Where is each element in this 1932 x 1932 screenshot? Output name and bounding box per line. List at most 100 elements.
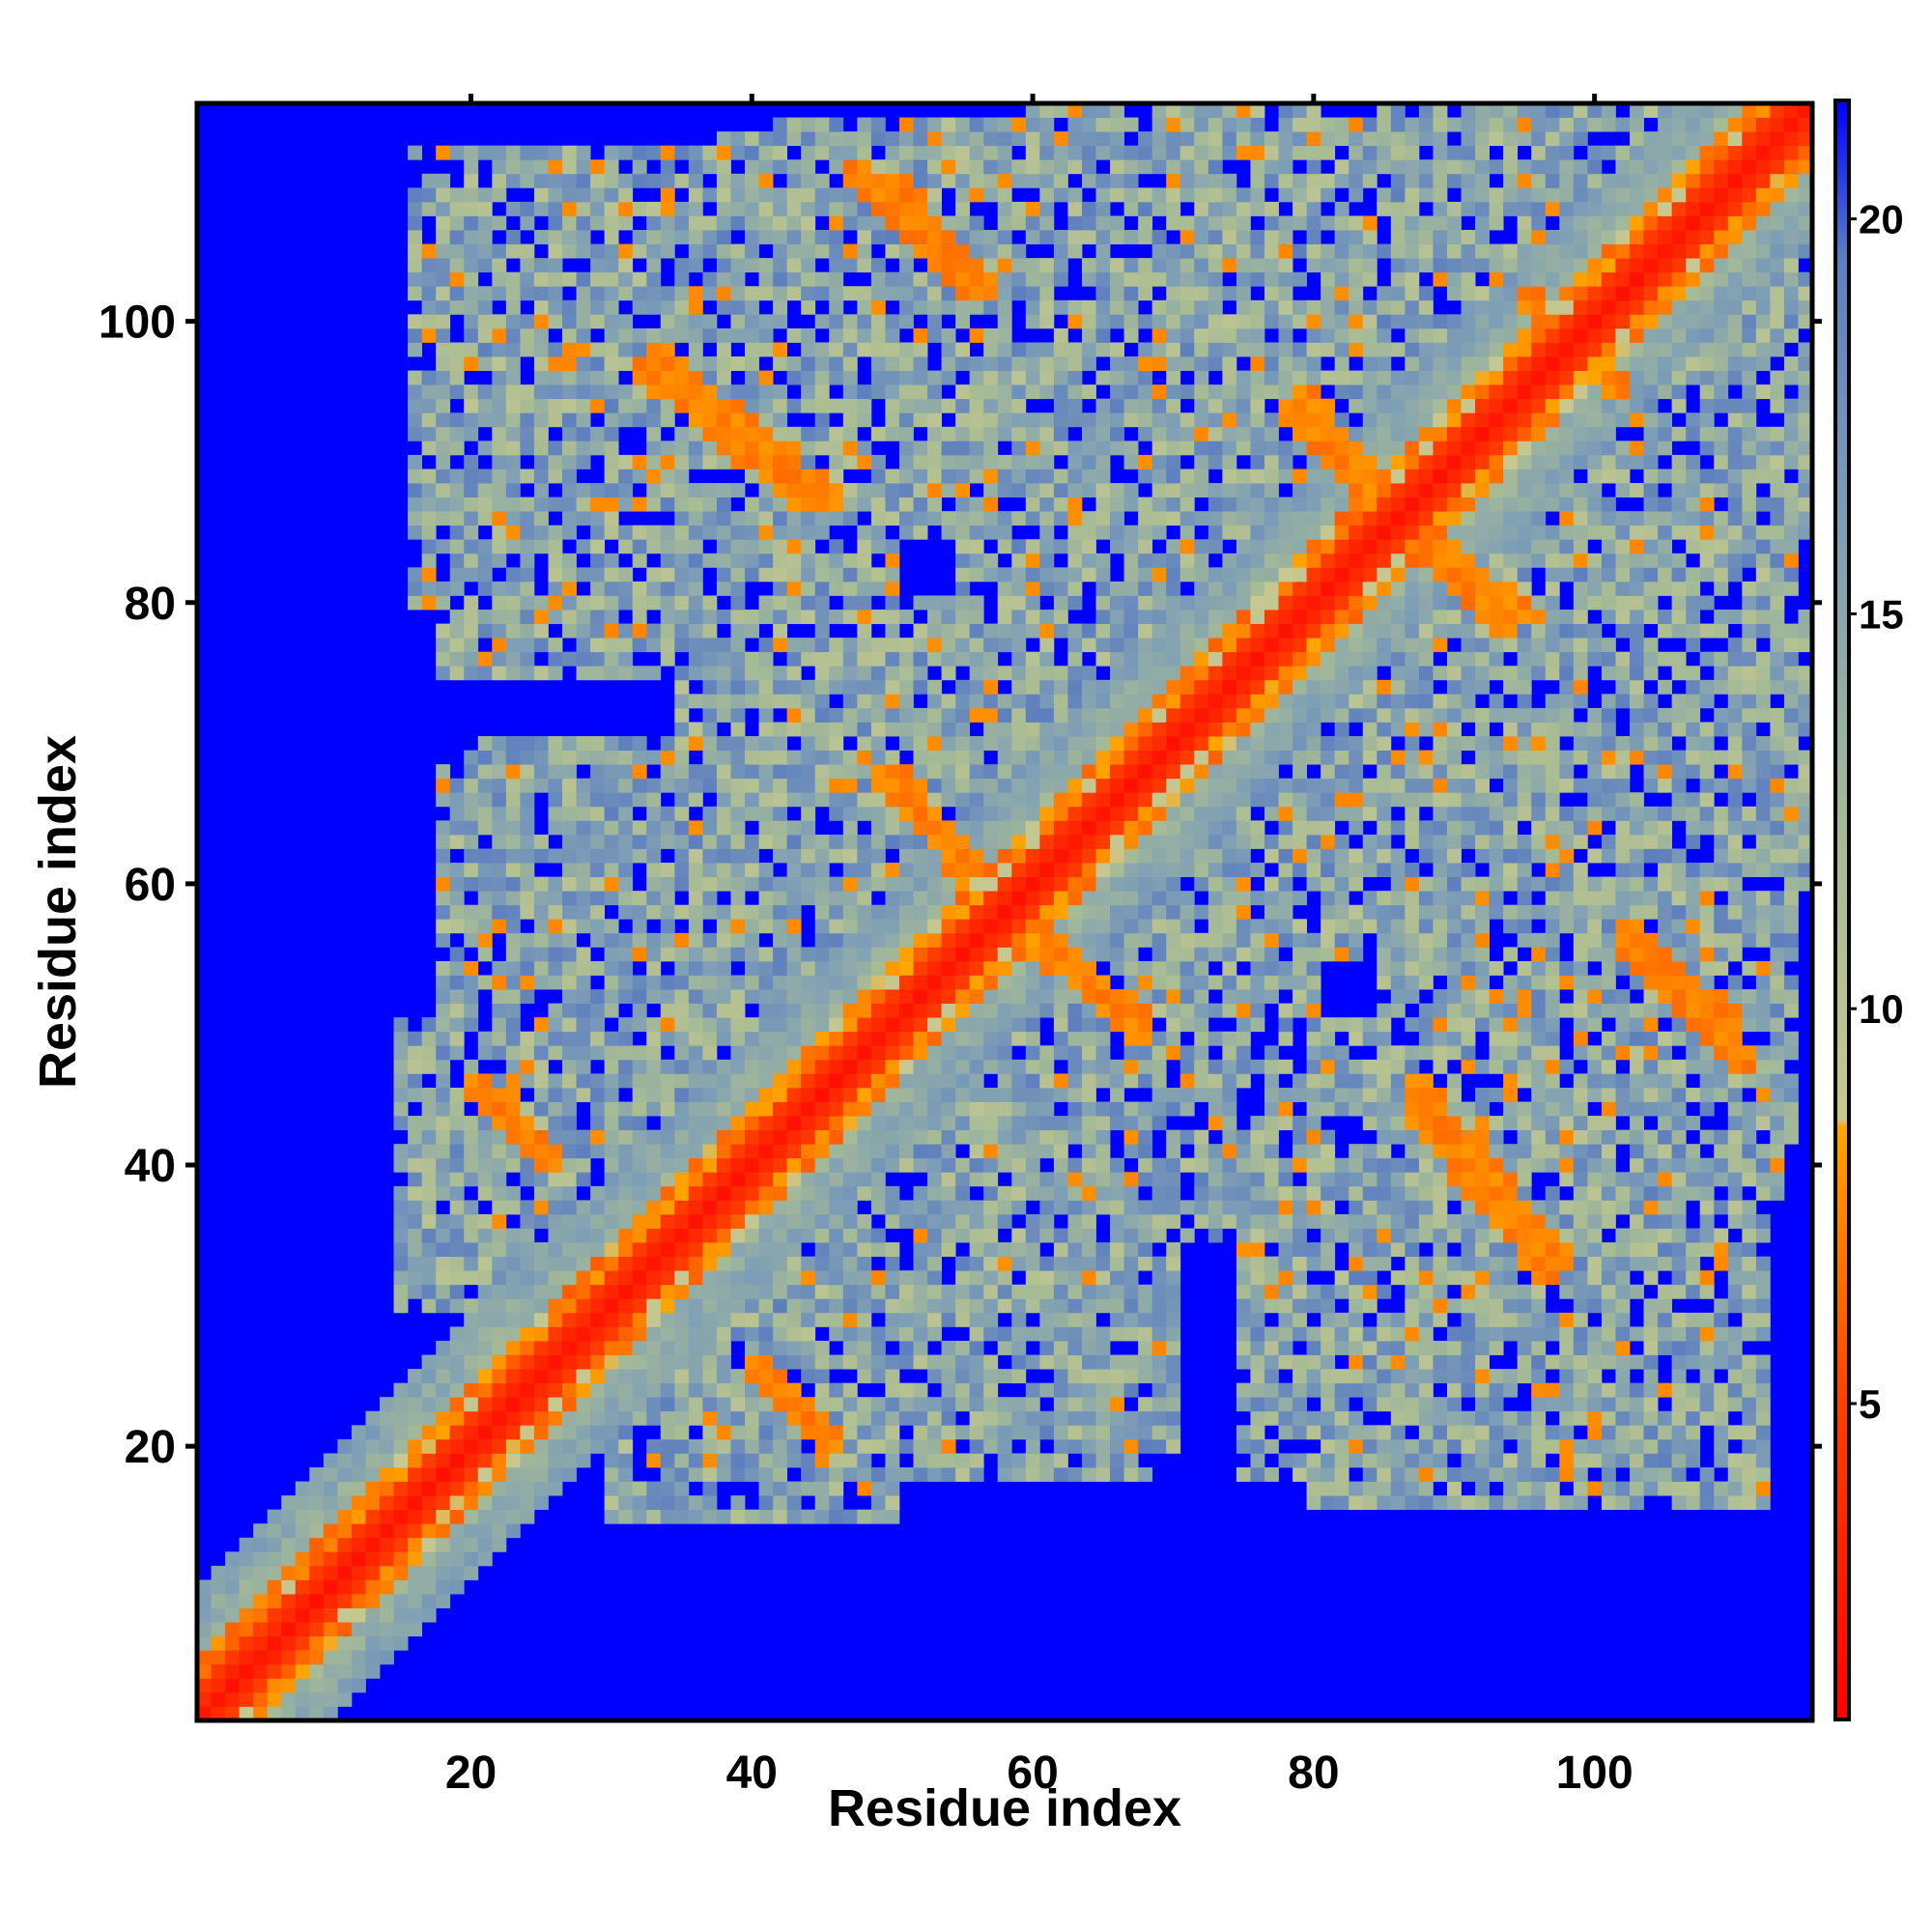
heatmap-cell <box>688 1059 703 1074</box>
heatmap-cell <box>688 1045 703 1061</box>
heatmap-cell <box>660 595 675 611</box>
heatmap-cell <box>983 525 999 540</box>
heatmap-cell <box>520 426 535 441</box>
heatmap-cell <box>898 1410 914 1426</box>
heatmap-cell <box>927 159 942 175</box>
heatmap-cell <box>913 117 928 132</box>
heatmap-cell <box>1067 806 1083 821</box>
heatmap-cell <box>604 370 619 385</box>
heatmap-cell <box>829 398 844 413</box>
heatmap-cell <box>1095 1157 1111 1173</box>
heatmap-cell <box>730 1425 746 1440</box>
heatmap-cell <box>1110 1073 1124 1089</box>
heatmap-cell <box>927 989 942 1005</box>
heatmap-cell <box>983 145 999 160</box>
heatmap-cell <box>520 159 535 175</box>
heatmap-cell <box>913 960 928 976</box>
heatmap-cell <box>477 145 493 160</box>
heatmap-cell <box>646 271 662 287</box>
heatmap-cell <box>477 904 493 920</box>
heatmap-cell <box>1053 342 1068 357</box>
heatmap-cell <box>1123 1242 1139 1258</box>
heatmap-cell <box>548 638 563 653</box>
heatmap-cell <box>913 1425 928 1440</box>
heatmap-cell <box>801 876 816 892</box>
heatmap-cell <box>842 483 858 497</box>
heatmap-cell <box>618 1369 634 1384</box>
heatmap-cell <box>674 384 690 400</box>
heatmap-cell <box>464 1157 479 1173</box>
heatmap-cell <box>688 1382 703 1398</box>
heatmap-cell <box>464 1523 479 1539</box>
heatmap-cell <box>702 623 718 639</box>
heatmap-cell <box>801 145 816 160</box>
heatmap-cell <box>941 750 956 765</box>
heatmap-cell <box>533 511 549 526</box>
heatmap-cell <box>941 989 956 1005</box>
heatmap-cell <box>604 1354 619 1370</box>
heatmap-cell <box>857 398 872 413</box>
heatmap-cell <box>505 159 521 175</box>
heatmap-cell <box>464 1495 479 1511</box>
heatmap-cell <box>941 243 956 259</box>
heatmap-cell <box>1025 1270 1040 1286</box>
heatmap-cell <box>646 1397 662 1412</box>
heatmap-cell <box>660 299 675 315</box>
heatmap-cell <box>674 1073 690 1089</box>
heatmap-cell <box>885 694 900 709</box>
heatmap-cell <box>436 1466 451 1482</box>
heatmap-cell <box>955 356 971 371</box>
heatmap-cell <box>758 131 774 147</box>
heatmap-cell <box>1039 1185 1055 1201</box>
heatmap-cell <box>1123 848 1139 864</box>
heatmap-cell <box>436 1045 451 1061</box>
heatmap-cell <box>842 1003 858 1018</box>
heatmap-cell <box>408 1481 423 1496</box>
heatmap-cell <box>590 1397 606 1412</box>
heatmap-cell <box>688 1185 703 1201</box>
heatmap-cell <box>520 412 535 428</box>
heatmap-cell <box>1039 426 1055 441</box>
heatmap-cell <box>983 863 999 878</box>
heatmap-cell <box>1138 469 1153 484</box>
heatmap-cell <box>773 1312 788 1327</box>
heatmap-cell <box>927 1157 942 1173</box>
heatmap-cell <box>829 1129 844 1145</box>
heatmap-cell <box>505 1354 521 1370</box>
heatmap-cell <box>1151 778 1167 793</box>
heatmap-cell <box>801 989 816 1005</box>
heatmap-cell <box>632 947 647 962</box>
heatmap-cell <box>1179 1073 1195 1089</box>
heatmap-cell <box>983 258 999 273</box>
heatmap-cell <box>716 1228 731 1243</box>
heatmap-cell <box>590 187 606 203</box>
heatmap-cell <box>716 1509 731 1524</box>
heatmap-cell <box>983 131 999 147</box>
heatmap-cell <box>870 1185 886 1201</box>
heatmap-cell <box>632 201 647 216</box>
heatmap-cell <box>632 904 647 920</box>
heatmap-cell <box>464 426 479 441</box>
heatmap-cell <box>576 384 591 400</box>
heatmap-cell <box>562 806 577 821</box>
heatmap-cell <box>1011 1369 1027 1384</box>
heatmap-cell <box>842 440 858 456</box>
heatmap-cell <box>365 1635 381 1651</box>
heatmap-cell <box>562 1298 577 1314</box>
heatmap-cell <box>1025 1326 1040 1342</box>
heatmap-cell <box>674 1270 690 1286</box>
heatmap-cell <box>1166 511 1181 526</box>
heatmap-cell <box>1067 1284 1083 1299</box>
heatmap-cell <box>421 1354 437 1370</box>
heatmap-cell <box>997 904 1012 920</box>
heatmap-cell <box>857 947 872 962</box>
heatmap-cell <box>576 1003 591 1018</box>
heatmap-cell <box>773 1213 788 1229</box>
heatmap-cell <box>436 497 451 512</box>
heatmap-cell <box>773 792 788 808</box>
heatmap-cell <box>716 271 731 287</box>
heatmap-cell <box>898 159 914 175</box>
heatmap-cell <box>436 1340 451 1355</box>
heatmap-cell <box>632 834 647 849</box>
heatmap-cell <box>408 581 423 596</box>
